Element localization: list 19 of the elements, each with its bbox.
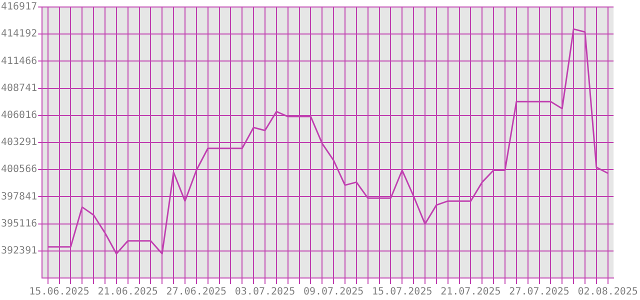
y-tick-label: 411466 [1, 56, 38, 67]
x-tick-label: 02.08.2025 [578, 286, 638, 298]
x-tick-label: 21.07.2025 [440, 286, 501, 298]
y-tick-label: 408741 [1, 82, 38, 94]
x-tick-label: 21.06.2025 [98, 286, 158, 298]
x-tick-label: 15.06.2025 [29, 286, 90, 298]
x-tick-label: 27.06.2025 [166, 286, 227, 298]
y-tick-label: 406016 [1, 110, 38, 121]
x-tick-label: 09.07.2025 [303, 286, 364, 298]
y-tick-label: 416917 [1, 2, 38, 13]
y-tick-label: 400566 [1, 164, 38, 176]
y-tick-label: 403291 [1, 137, 38, 148]
x-tick-label: 15.07.2025 [372, 286, 432, 298]
x-tick-label: 03.07.2025 [234, 286, 296, 298]
y-tick-label: 414192 [1, 28, 38, 40]
y-tick-label: 397841 [1, 191, 38, 202]
y-tick-label: 395116 [1, 218, 38, 230]
y-tick-label: 392391 [1, 245, 38, 256]
x-tick-label: 27.07.2025 [509, 286, 570, 298]
